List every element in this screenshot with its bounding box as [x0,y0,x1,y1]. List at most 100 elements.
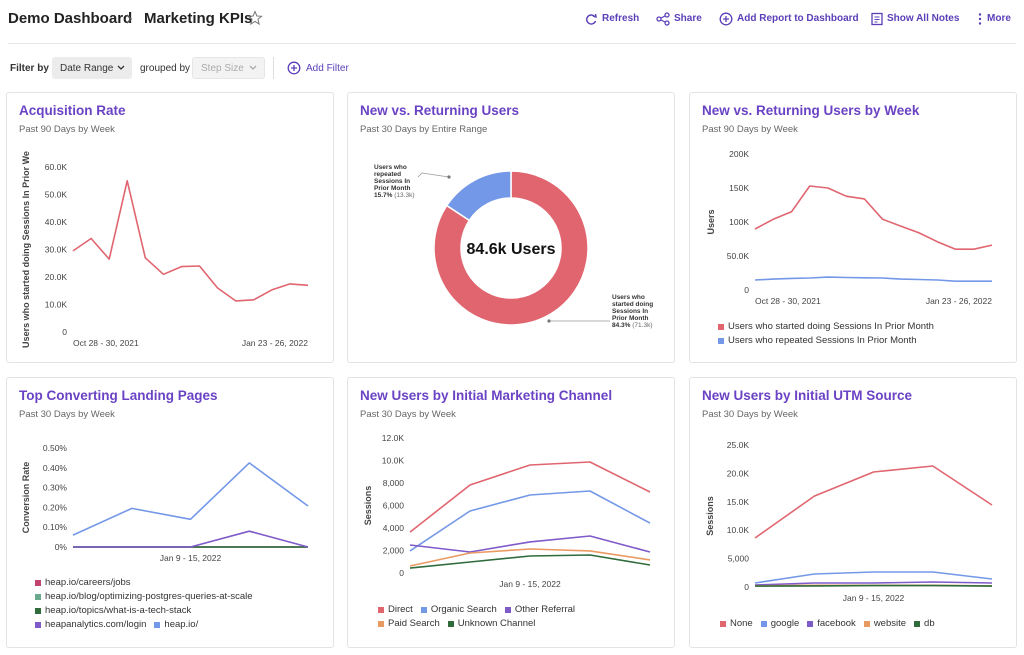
caret [117,65,125,70]
slice-percent: 84.3% [612,322,631,329]
legend-label: heap.io/ [164,619,199,630]
series-line [409,554,651,569]
y-tick-label: 0.40% [43,463,68,473]
action-button[interactable]: More [987,13,1011,24]
y-tick-label: 0% [55,542,68,552]
chart: 84.6k Users [417,170,610,326]
donut-slice [433,170,589,326]
legend-item[interactable]: website [863,618,907,629]
chart-subtitle: Past 30 Days by Entire Range [360,124,488,135]
x-tick-label: Oct 28 - 30, 2021 [755,296,821,306]
legend-swatch [447,620,454,627]
legend-swatch [914,620,921,627]
y-tick-label: 20.0K [45,272,68,282]
y-tick-label: 50.0K [45,190,68,200]
legend-swatch [720,620,726,627]
legend-item[interactable]: facebook [807,618,856,629]
step-size-select: Step Size [192,57,265,79]
legend-label: Users who repeated Sessions In Prior Mon… [728,335,917,346]
y-tick-label: 200K [729,149,749,159]
y-axis-label: Users who started doing Sessions In Prio… [21,151,31,348]
star-icon[interactable] [247,10,263,26]
series-line [754,465,993,539]
chart: 0 50.0K 100K 150K 200K Users Oct 28 - 30, 2021… [706,149,992,306]
x-tick-label: Jan 9 - 15, 2022 [160,553,222,563]
slice-label: Users who repeated Sessions In Prior Mon… [374,164,418,199]
y-tick-label: 100K [729,217,749,227]
legend-item[interactable]: Other Referral [504,604,575,615]
caret [249,65,257,70]
legend-swatch [378,620,384,627]
series-line [409,461,651,533]
chart-title[interactable]: Top Converting Landing Pages [19,388,218,403]
y-tick-label: 15.0K [727,497,750,507]
x-tick-label: Jan 23 - 26, 2022 [242,338,308,348]
y-tick-label: 10.0K [382,456,405,466]
legend-item[interactable]: Paid Search [378,618,440,629]
select-value: Date Range [60,63,114,74]
y-tick-label: 6,000 [383,501,405,511]
series-line [409,548,651,567]
date-range-select[interactable]: Date Range [52,57,132,79]
action-icon [586,13,597,25]
legend-item[interactable]: heap.io/ [154,619,198,630]
breadcrumb[interactable]: Demo Dashboard [8,10,133,27]
slice-value-row: 84.3% (71.3k) [612,322,656,329]
action-icon [656,12,670,26]
legend-item[interactable]: google [760,618,800,629]
divider [8,43,1016,44]
y-axis-label: Sessions [363,486,373,526]
plus-icon[interactable] [287,61,301,75]
chart-title[interactable]: New vs. Returning Users [360,103,520,118]
legend-item[interactable]: Direct [378,604,413,615]
legend: Users who started doing Sessions In Prio… [718,321,1008,346]
y-tick-label: 150K [729,183,749,193]
action-button[interactable]: Add Report to Dashboard [737,13,859,24]
y-tick-label: 20.0K [727,468,750,478]
legend-swatch [760,620,767,627]
legend-label: heapanalytics.com/login [45,619,147,630]
series-line [73,530,309,548]
chart-card: New Users by Initial UTM Source Past 30 D… [689,377,1017,648]
y-axis-label: Users [706,209,716,234]
y-tick-label: 0.30% [43,483,68,493]
legend-swatch [863,620,870,627]
chart-title[interactable]: New vs. Returning Users by Week [702,103,920,118]
chart-title[interactable]: Acquisition Rate [19,103,126,118]
slice-value-row: 15.7% (13.3k) [374,192,418,199]
slice-count: (13.3k) [394,192,415,199]
legend-label: google [770,618,800,629]
y-tick-label: 50.0K [727,251,750,261]
series-line [754,581,993,586]
y-tick-label: 0 [744,582,749,592]
add-filter[interactable]: Add Filter [306,63,349,74]
chart-card: New Users by Initial Marketing Channel Pa… [347,377,675,648]
legend-item[interactable]: Organic Search [420,604,497,615]
legend-item[interactable]: Users who started doing Sessions In Prio… [718,321,934,332]
legend-item[interactable]: heap.io/topics/what-is-a-tech-stack [35,605,191,616]
legend-item[interactable]: heap.io/careers/jobs [35,577,131,588]
chart: 0 5,000 10.0K 15.0K 20.0K 25.0K Sessions Jan 9 … [705,440,993,603]
chart-title[interactable]: New Users by Initial UTM Source [702,388,913,403]
legend-label: website [873,618,907,629]
chart-subtitle: Past 30 Days by Week [360,409,456,420]
chart-title[interactable]: New Users by Initial Marketing Channel [360,388,613,403]
slice-percent: 15.7% [374,192,393,199]
legend-item[interactable]: heap.io/blog/optimizing-postgres-queries… [35,591,253,602]
x-tick-label: Jan 23 - 26, 2022 [926,296,992,306]
legend-item[interactable]: None [720,618,753,629]
legend-item[interactable]: heapanalytics.com/login [35,619,146,630]
y-tick-label: 0.50% [43,443,68,453]
legend-item[interactable]: Users who repeated Sessions In Prior Mon… [718,335,917,346]
chart-card: New vs. Returning Users by Week Past 90 D… [689,92,1017,363]
legend-item[interactable]: db [914,618,935,629]
legend: heap.io/careers/jobs heap.io/blog/optimiz… [35,577,285,630]
legend-label: facebook [817,618,856,629]
legend-item[interactable]: Unknown Channel [447,618,535,629]
y-tick-label: 40.0K [45,217,68,227]
action-button[interactable]: Share [674,13,702,24]
action-button[interactable]: Show All Notes [887,13,960,24]
action-button[interactable]: Refresh [602,13,640,24]
chart-card: New vs. Returning Users Past 30 Days by E… [347,92,675,363]
legend-swatch [35,607,41,614]
